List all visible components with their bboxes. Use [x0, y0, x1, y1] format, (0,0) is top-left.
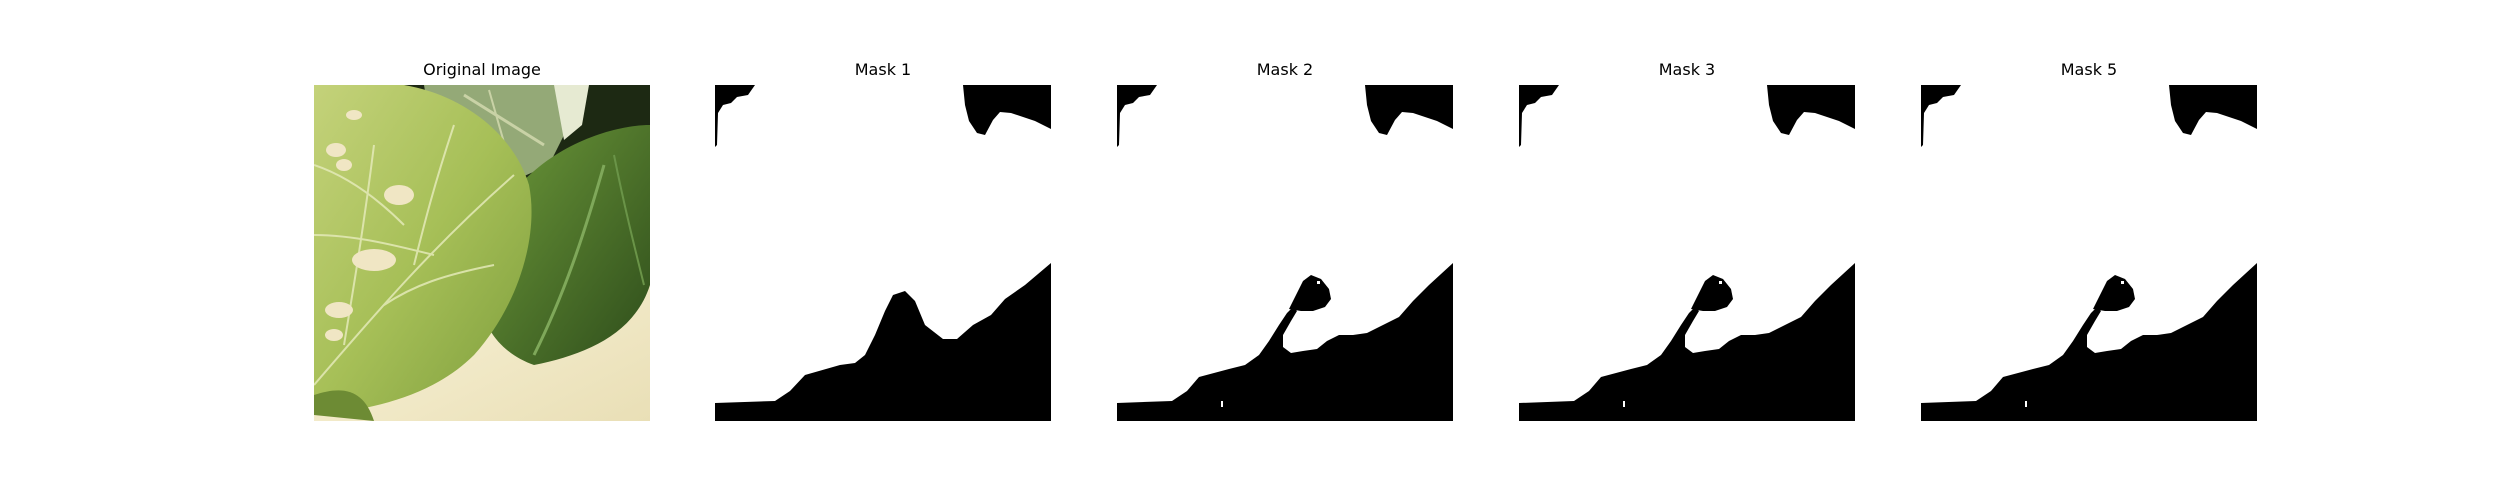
mask-background-region [1365, 85, 1453, 135]
mask-background-region [1921, 263, 2257, 421]
lesion-spot [325, 329, 343, 341]
mask-background-region [1117, 85, 1157, 147]
mask-speck [2121, 281, 2124, 284]
mask-speck [2025, 401, 2027, 407]
mask-background-region [1767, 85, 1855, 135]
panel-title: Original Image [423, 60, 541, 79]
panel-title: Mask 3 [1658, 60, 1716, 79]
lesion-spot [384, 185, 414, 205]
original-leaf-photo [314, 85, 650, 421]
mask-background-region [2169, 85, 2257, 135]
lesion-spot [336, 159, 352, 171]
segmentation-mask [1519, 85, 1855, 421]
lower-leaf [314, 390, 374, 421]
stem [554, 85, 589, 140]
lesion-spot [325, 302, 353, 318]
mask-background-region [715, 85, 755, 147]
segmentation-mask [1117, 85, 1453, 421]
mask-background-region [1691, 275, 1733, 311]
mask-background-region [1289, 275, 1331, 311]
lesion-spot [352, 249, 396, 271]
mask-speck [1221, 401, 1223, 407]
mask-background-region [1117, 263, 1453, 421]
mask-speck [1317, 281, 1320, 284]
panel-title: Mask 1 [854, 60, 912, 79]
mask-speck [1719, 281, 1722, 284]
lesion-spot [346, 110, 362, 120]
segmentation-mask [715, 85, 1051, 421]
mask-speck [1623, 401, 1625, 407]
mask-background-region [963, 85, 1051, 135]
lesion-spot [326, 143, 346, 157]
mask-background-region [1519, 85, 1559, 147]
main-leaf [314, 85, 532, 415]
mask-background-region [715, 263, 1051, 421]
mask-background-region [1519, 263, 1855, 421]
panel-title: Mask 5 [2060, 60, 2118, 79]
mask-background-region [2093, 275, 2135, 311]
segmentation-mask [1921, 85, 2257, 421]
mask-background-region [1921, 85, 1961, 147]
panel-title: Mask 2 [1256, 60, 1314, 79]
